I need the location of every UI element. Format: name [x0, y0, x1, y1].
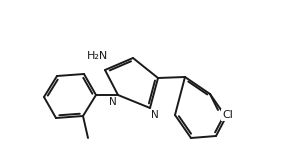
- Text: Cl: Cl: [222, 110, 233, 120]
- Text: H₂N: H₂N: [86, 51, 108, 61]
- Text: N: N: [151, 110, 159, 120]
- Text: N: N: [109, 97, 117, 107]
